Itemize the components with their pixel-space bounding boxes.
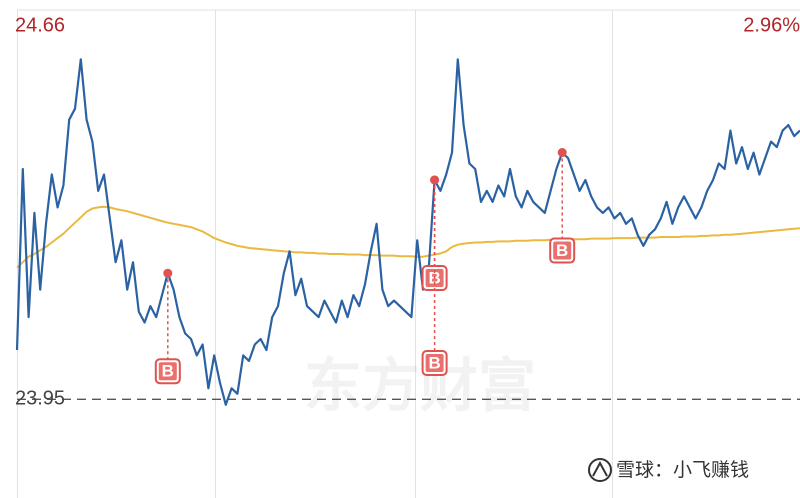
marker-label: B	[162, 362, 174, 381]
marker-dot	[557, 148, 567, 158]
marker-label: B	[428, 353, 440, 372]
credit-icon	[588, 458, 612, 482]
price-line	[15, 58, 800, 406]
marker-label: B	[556, 241, 568, 260]
credit-icon-mark	[592, 460, 608, 477]
marker-badge-inner	[158, 362, 177, 381]
watermark: 东方财富	[304, 353, 536, 418]
y2-tick-label: 2.96%	[743, 14, 800, 36]
y-tick-label: 24.66	[15, 14, 65, 36]
marker-dot	[430, 175, 440, 185]
average-line	[16, 205, 800, 269]
reference-label: 23.95	[15, 388, 65, 410]
marker-badge-inner	[553, 241, 572, 260]
marker-badge-inner	[425, 353, 444, 372]
credit-icon-ring	[588, 458, 612, 482]
frame	[17, 9, 800, 498]
credit: 雪球：小飞赚钱	[616, 459, 749, 481]
marker-dot	[163, 268, 173, 278]
